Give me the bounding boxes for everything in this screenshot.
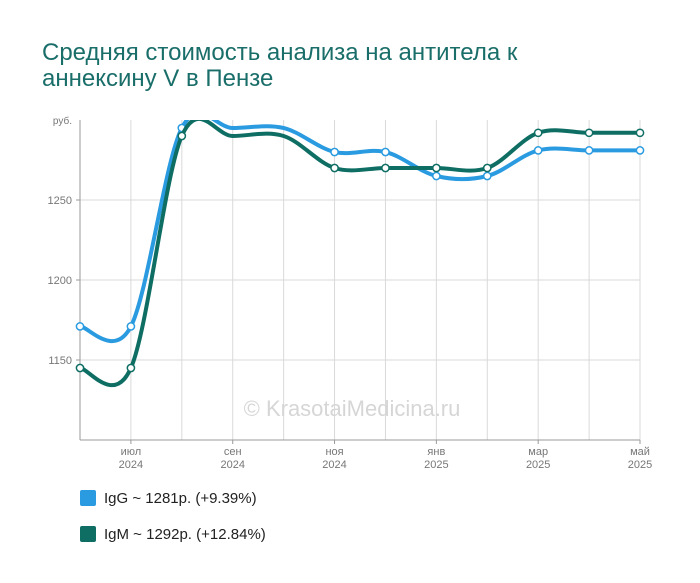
data-point-igg [381, 147, 390, 157]
x-tick-label-year: 2024 [322, 459, 346, 471]
y-tick-label: 1200 [48, 275, 72, 287]
series-line-igm [80, 120, 642, 388]
x-tick-label-month: июл [121, 446, 142, 458]
data-point-igm [177, 131, 187, 141]
x-tick-label-year: 2025 [628, 459, 652, 471]
x-tick-label-year: 2024 [119, 459, 143, 471]
legend-swatch-igg [80, 490, 96, 506]
x-tick-label-month: ноя [325, 446, 343, 458]
data-point-igg [635, 146, 645, 155]
data-point-igg [584, 146, 594, 155]
legend: IgG ~ 1281р. (+9.39%) IgM ~ 1292р. (+12.… [80, 488, 266, 560]
legend-swatch-igm [80, 526, 96, 542]
y-tick-label: 1250 [48, 195, 72, 207]
chart-title-line-1: Средняя стоимость анализа на антитела к [42, 39, 518, 66]
legend-item-igm[interactable]: IgM ~ 1292р. (+12.84%) [80, 524, 266, 544]
data-point-igm [75, 363, 85, 373]
x-tick-label-year: 2024 [220, 459, 244, 471]
series-line-igg [80, 120, 642, 343]
data-point-igm [635, 128, 645, 138]
x-tick-label-month: мар [528, 446, 548, 458]
data-point-igg [533, 146, 543, 155]
legend-item-igg[interactable]: IgG ~ 1281р. (+9.39%) [80, 488, 266, 508]
legend-label-igg: IgG ~ 1281р. (+9.39%) [104, 489, 257, 507]
data-point-igg [126, 322, 136, 331]
x-tick-label-year: 2025 [526, 459, 550, 471]
x-tick-label-year: 2025 [424, 459, 448, 471]
legend-label-igm: IgM ~ 1292р. (+12.84%) [104, 525, 266, 543]
data-point-igm [432, 163, 441, 173]
chart-title: Средняя стоимость анализа на антитела к … [42, 40, 662, 92]
data-point-igm [381, 163, 390, 173]
data-point-igm [533, 128, 543, 138]
data-point-igg [330, 147, 339, 157]
x-tick-label-month: май [630, 446, 650, 458]
data-point-igm [126, 363, 136, 373]
watermark: © KrasotaiMedicina.ru [244, 396, 461, 421]
data-point-igg [432, 171, 441, 181]
data-point-igm [584, 128, 594, 138]
chart-title-line-2: аннексину V в Пензе [42, 65, 274, 92]
x-tick-label-month: янв [427, 446, 445, 458]
x-tick-label-month: сен [224, 446, 242, 458]
y-tick-label: 1150 [48, 355, 72, 367]
data-point-igg [482, 171, 492, 181]
data-point-igm [482, 163, 492, 173]
y-unit-label: руб. [53, 115, 72, 127]
data-point-igm [330, 163, 339, 173]
data-point-igg [75, 322, 85, 331]
